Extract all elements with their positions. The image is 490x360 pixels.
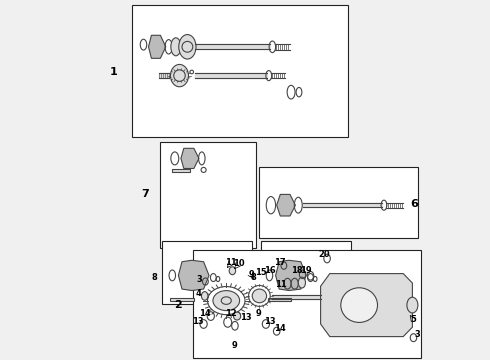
Bar (171, 298, 194, 301)
Text: 11: 11 (275, 280, 287, 289)
Text: 17: 17 (274, 258, 286, 267)
Text: 2: 2 (174, 300, 182, 310)
Polygon shape (277, 194, 295, 216)
Bar (162, 241, 252, 304)
Text: 8: 8 (250, 274, 256, 282)
Bar (261, 241, 351, 304)
Bar (132, 5, 347, 137)
Text: 13: 13 (192, 317, 203, 325)
Bar (172, 169, 190, 172)
Polygon shape (181, 148, 199, 168)
Bar (259, 167, 418, 238)
Text: 14: 14 (274, 324, 286, 333)
Polygon shape (320, 274, 413, 337)
Text: 16: 16 (264, 266, 276, 275)
Ellipse shape (407, 297, 418, 313)
Text: 1: 1 (110, 67, 118, 77)
Text: 8: 8 (151, 274, 157, 282)
Text: 7: 7 (142, 189, 149, 199)
Text: 4: 4 (195, 289, 201, 298)
Ellipse shape (179, 35, 196, 59)
Text: 10: 10 (233, 259, 245, 268)
Polygon shape (275, 260, 306, 291)
Text: 11: 11 (225, 258, 237, 266)
Text: 3: 3 (414, 330, 420, 338)
Bar (193, 250, 421, 358)
Text: 19: 19 (300, 266, 311, 275)
Text: 6: 6 (410, 199, 418, 210)
Text: 9: 9 (231, 341, 237, 350)
Ellipse shape (233, 312, 241, 320)
Bar (160, 142, 256, 248)
Ellipse shape (171, 38, 181, 56)
Polygon shape (178, 260, 209, 291)
Ellipse shape (298, 277, 305, 288)
Ellipse shape (252, 289, 267, 303)
Polygon shape (148, 35, 166, 58)
Text: 5: 5 (411, 315, 416, 324)
Ellipse shape (341, 288, 377, 323)
Text: 12: 12 (225, 309, 237, 318)
Ellipse shape (171, 64, 189, 87)
Text: 14: 14 (199, 309, 211, 318)
Ellipse shape (229, 267, 236, 275)
Text: 18: 18 (292, 266, 303, 275)
Text: 13: 13 (264, 317, 275, 325)
Text: 15: 15 (255, 269, 267, 277)
Text: 9: 9 (256, 310, 262, 319)
Text: 20: 20 (318, 251, 330, 259)
Bar (268, 298, 291, 301)
Ellipse shape (201, 292, 208, 300)
Text: 13: 13 (240, 313, 251, 322)
Text: 9: 9 (248, 270, 254, 279)
Text: 3: 3 (197, 275, 202, 284)
Ellipse shape (213, 291, 240, 311)
